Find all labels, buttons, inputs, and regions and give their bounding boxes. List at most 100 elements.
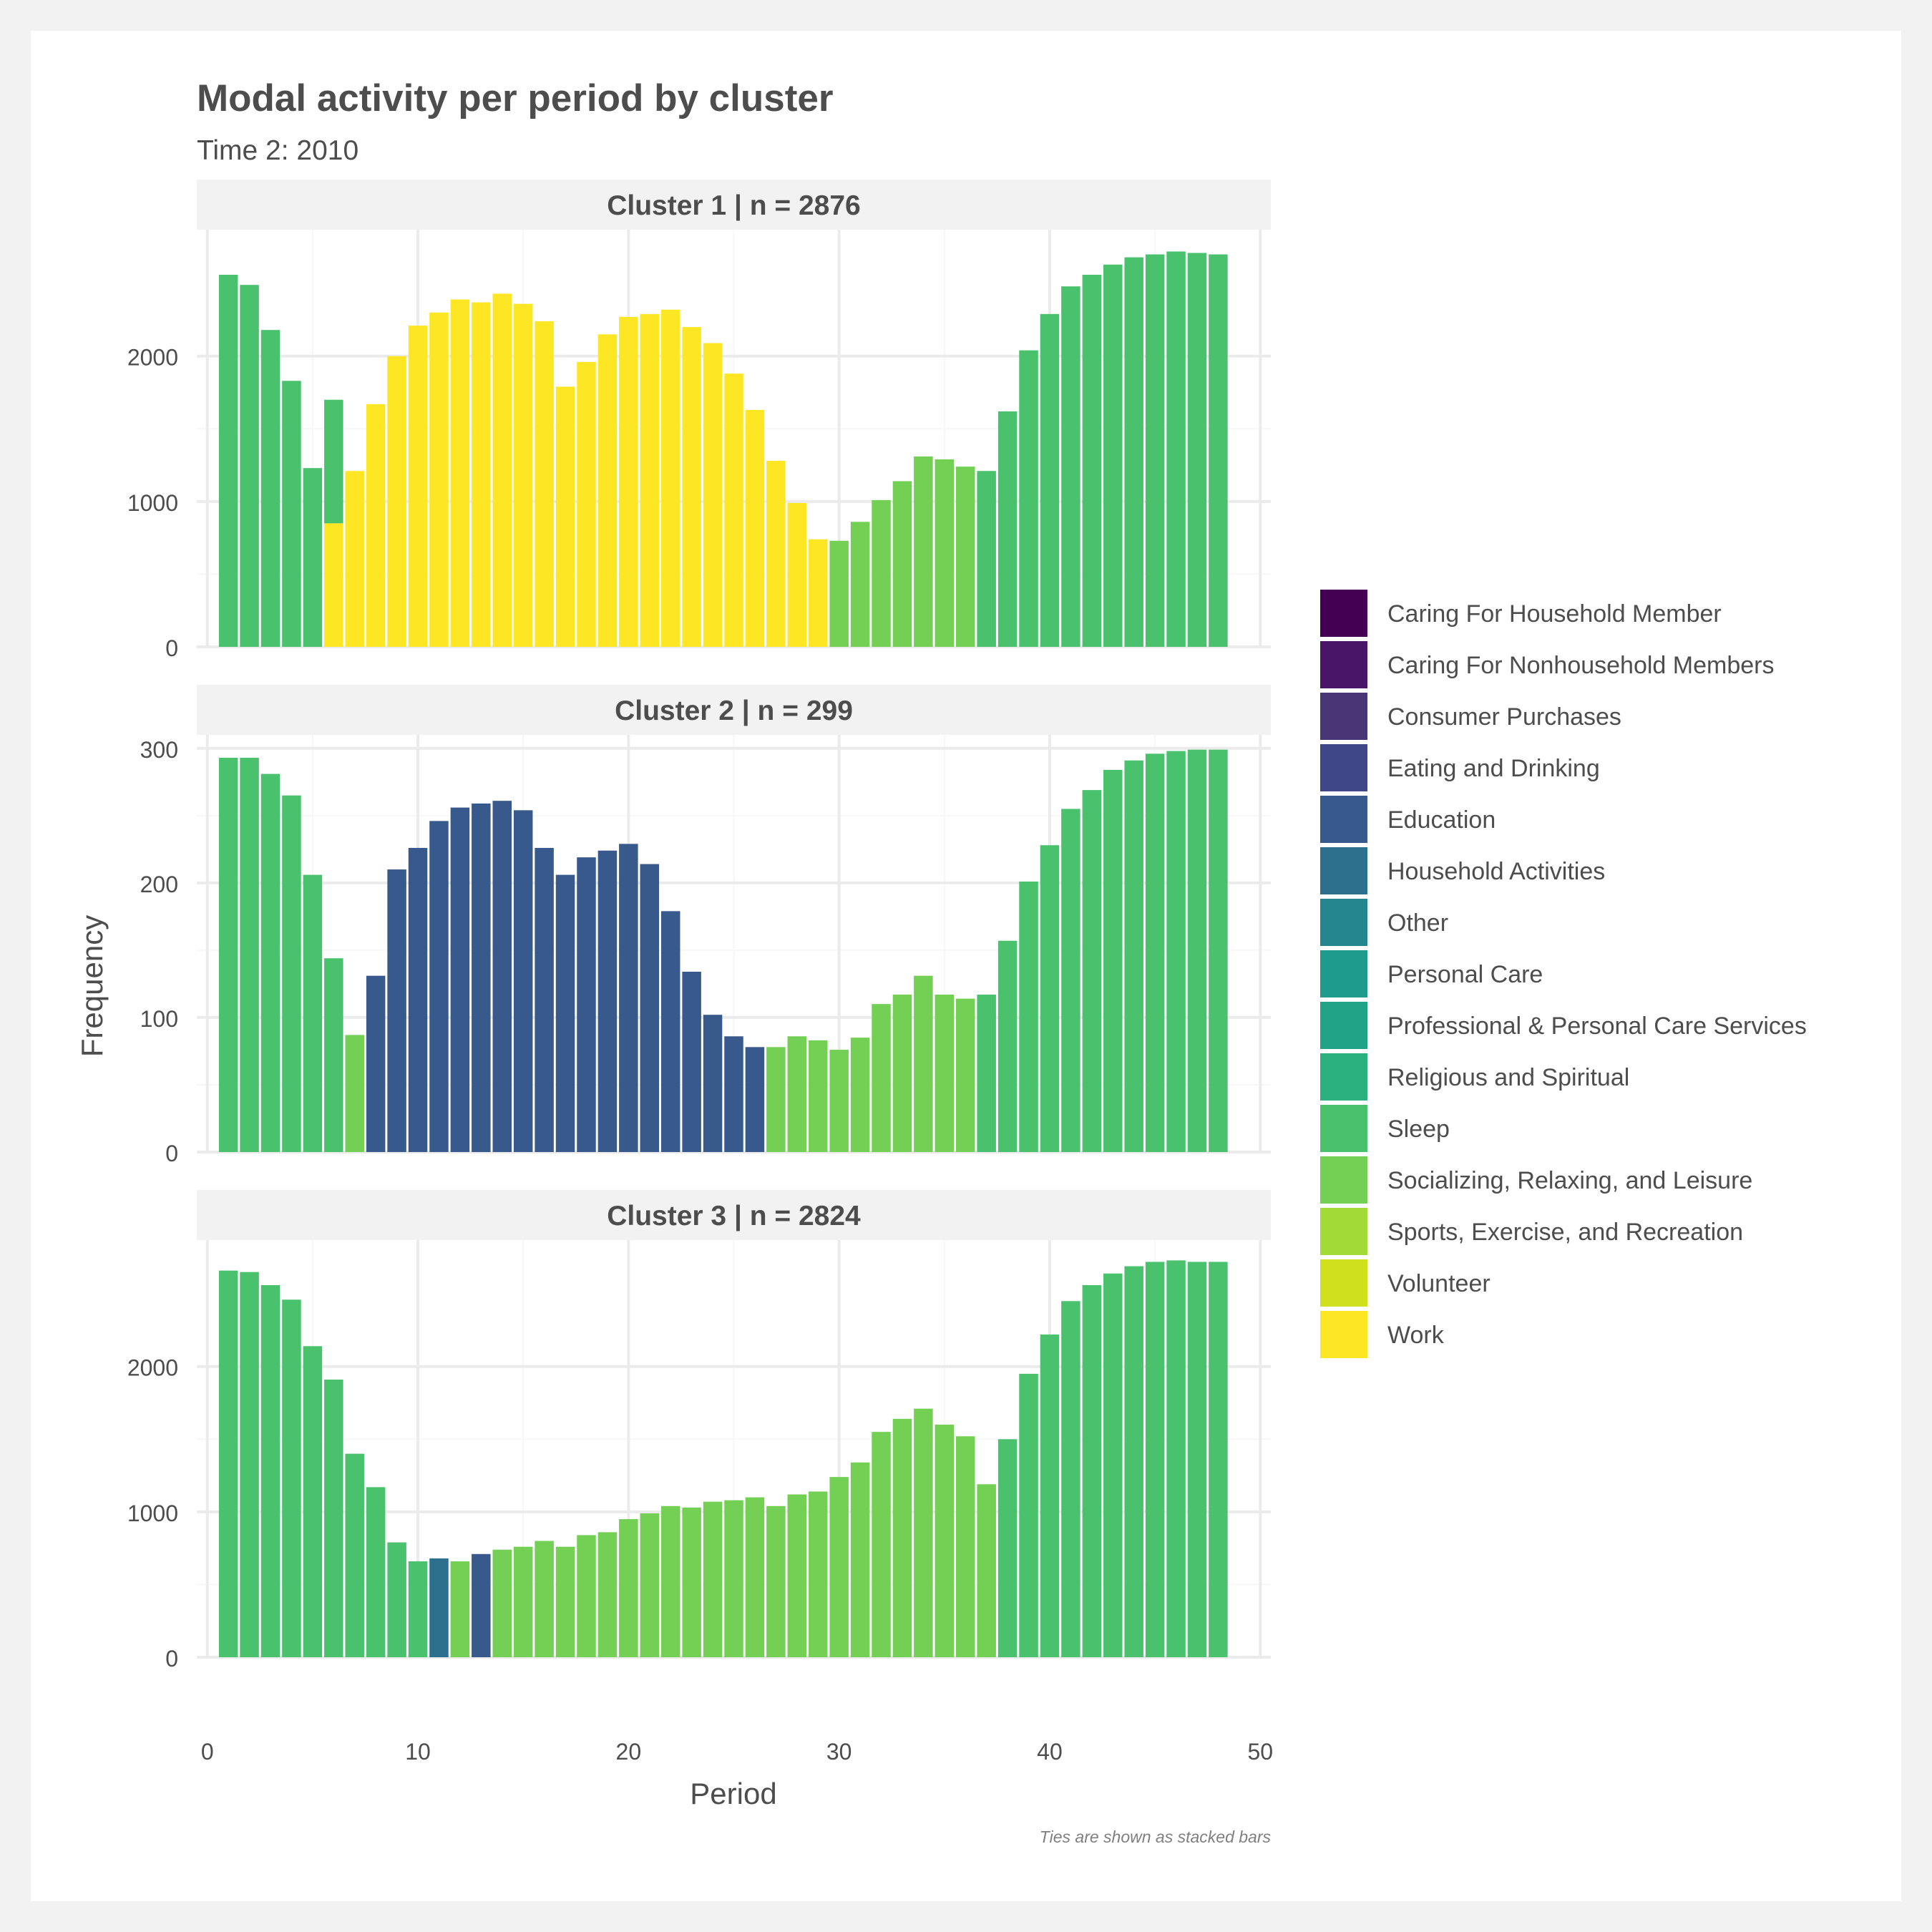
bar (977, 1484, 996, 1657)
legend-item: Religious and Spiritual (1320, 1053, 1629, 1101)
x-axis-title: Period (690, 1777, 776, 1810)
bar (619, 316, 638, 647)
bar (640, 864, 660, 1152)
facet-strip-label: Cluster 1 | n = 2876 (607, 190, 861, 221)
legend-item: Work (1320, 1311, 1445, 1358)
legend-label: Work (1387, 1322, 1445, 1349)
bar (724, 1036, 743, 1152)
bar (1145, 1262, 1165, 1657)
facet-panel-3: Cluster 3 | n = 2824 0 1000 2000 (127, 1190, 1271, 1672)
bar (555, 386, 575, 647)
bar (535, 321, 554, 647)
bar (1061, 286, 1080, 647)
bar (1187, 1262, 1207, 1657)
legend-swatch (1320, 950, 1367, 997)
bar (408, 326, 428, 647)
bar (577, 1535, 596, 1657)
legend-swatch (1320, 1105, 1367, 1152)
bar (324, 399, 343, 524)
bar (1082, 790, 1102, 1152)
bar (366, 404, 386, 647)
bar (429, 821, 449, 1152)
bar (872, 1004, 891, 1152)
plot-card: Modal activity per period by cluster Tim… (31, 31, 1901, 1901)
legend-item: Socializing, Relaxing, and Leisure (1320, 1156, 1752, 1204)
bar (1103, 1273, 1123, 1657)
legend-swatch (1320, 1002, 1367, 1049)
panels: Cluster 1 | n = 2876 0 1000 2000 Cluster 2 |… (127, 180, 1271, 1672)
legend-label: Education (1387, 806, 1496, 834)
bar (640, 313, 660, 647)
legend-label: Professional & Personal Care Services (1387, 1013, 1807, 1040)
bar (914, 975, 933, 1152)
bar (387, 1542, 406, 1657)
bar (1166, 751, 1186, 1152)
bar (977, 994, 996, 1152)
bar (1166, 1260, 1186, 1657)
y-tick-label: 0 (165, 1141, 178, 1166)
bar (1209, 1262, 1228, 1657)
bar (1145, 753, 1165, 1152)
bar (787, 502, 807, 647)
bar (366, 975, 386, 1152)
bar (555, 1546, 575, 1657)
chart-title: Modal activity per period by cluster (197, 77, 833, 119)
legend-swatch (1320, 1053, 1367, 1101)
x-tick-label: 30 (826, 1739, 852, 1765)
bar (787, 1036, 807, 1152)
facet-strip-label: Cluster 2 | n = 299 (615, 696, 853, 726)
bar (703, 343, 723, 647)
bar (282, 381, 301, 647)
legend-label: Household Activities (1387, 858, 1605, 885)
legend-label: Religious and Spiritual (1387, 1064, 1629, 1091)
legend-swatch (1320, 641, 1367, 688)
bar (1040, 845, 1060, 1152)
legend-swatch (1320, 847, 1367, 894)
x-tick-label: 10 (405, 1739, 431, 1765)
legend-label: Eating and Drinking (1387, 755, 1600, 782)
bar (745, 1047, 765, 1152)
bar (640, 1513, 660, 1657)
legend-label: Volunteer (1387, 1270, 1491, 1297)
chart-subtitle: Time 2: 2010 (197, 135, 358, 166)
legend-item: Consumer Purchases (1320, 693, 1621, 740)
y-tick-label: 1000 (127, 490, 178, 516)
bar (892, 481, 912, 647)
bar (492, 801, 512, 1152)
y-tick-label: 1000 (127, 1501, 178, 1526)
bar (1209, 254, 1228, 648)
bar (682, 327, 701, 647)
bar (808, 1040, 828, 1152)
x-tick-label: 20 (616, 1739, 642, 1765)
bar (240, 757, 259, 1152)
legend-label: Sports, Exercise, and Recreation (1387, 1219, 1743, 1246)
bar (660, 1506, 680, 1657)
bar (829, 1050, 849, 1152)
legend-item: Eating and Drinking (1320, 744, 1600, 791)
bar (240, 285, 259, 647)
y-tick-label: 2000 (127, 1355, 178, 1381)
bar (282, 1299, 301, 1657)
bar (218, 274, 238, 647)
legend-swatch (1320, 693, 1367, 740)
bar (1124, 760, 1143, 1152)
bar (1019, 350, 1038, 647)
bar (597, 850, 618, 1152)
legend-item: Personal Care (1320, 950, 1543, 997)
legend-item: Other (1320, 899, 1448, 946)
bar (450, 807, 470, 1152)
bar (956, 998, 975, 1152)
bar (935, 459, 955, 647)
bar (619, 844, 638, 1152)
bar (660, 911, 680, 1152)
bar (282, 795, 301, 1152)
legend-label: Sleep (1387, 1116, 1450, 1143)
bar (450, 1561, 470, 1657)
bar (766, 460, 786, 647)
bar (387, 869, 406, 1152)
legend-swatch (1320, 796, 1367, 843)
bar (808, 539, 828, 647)
bar (997, 1439, 1018, 1657)
legend-swatch (1320, 590, 1367, 637)
bar (1145, 254, 1165, 648)
